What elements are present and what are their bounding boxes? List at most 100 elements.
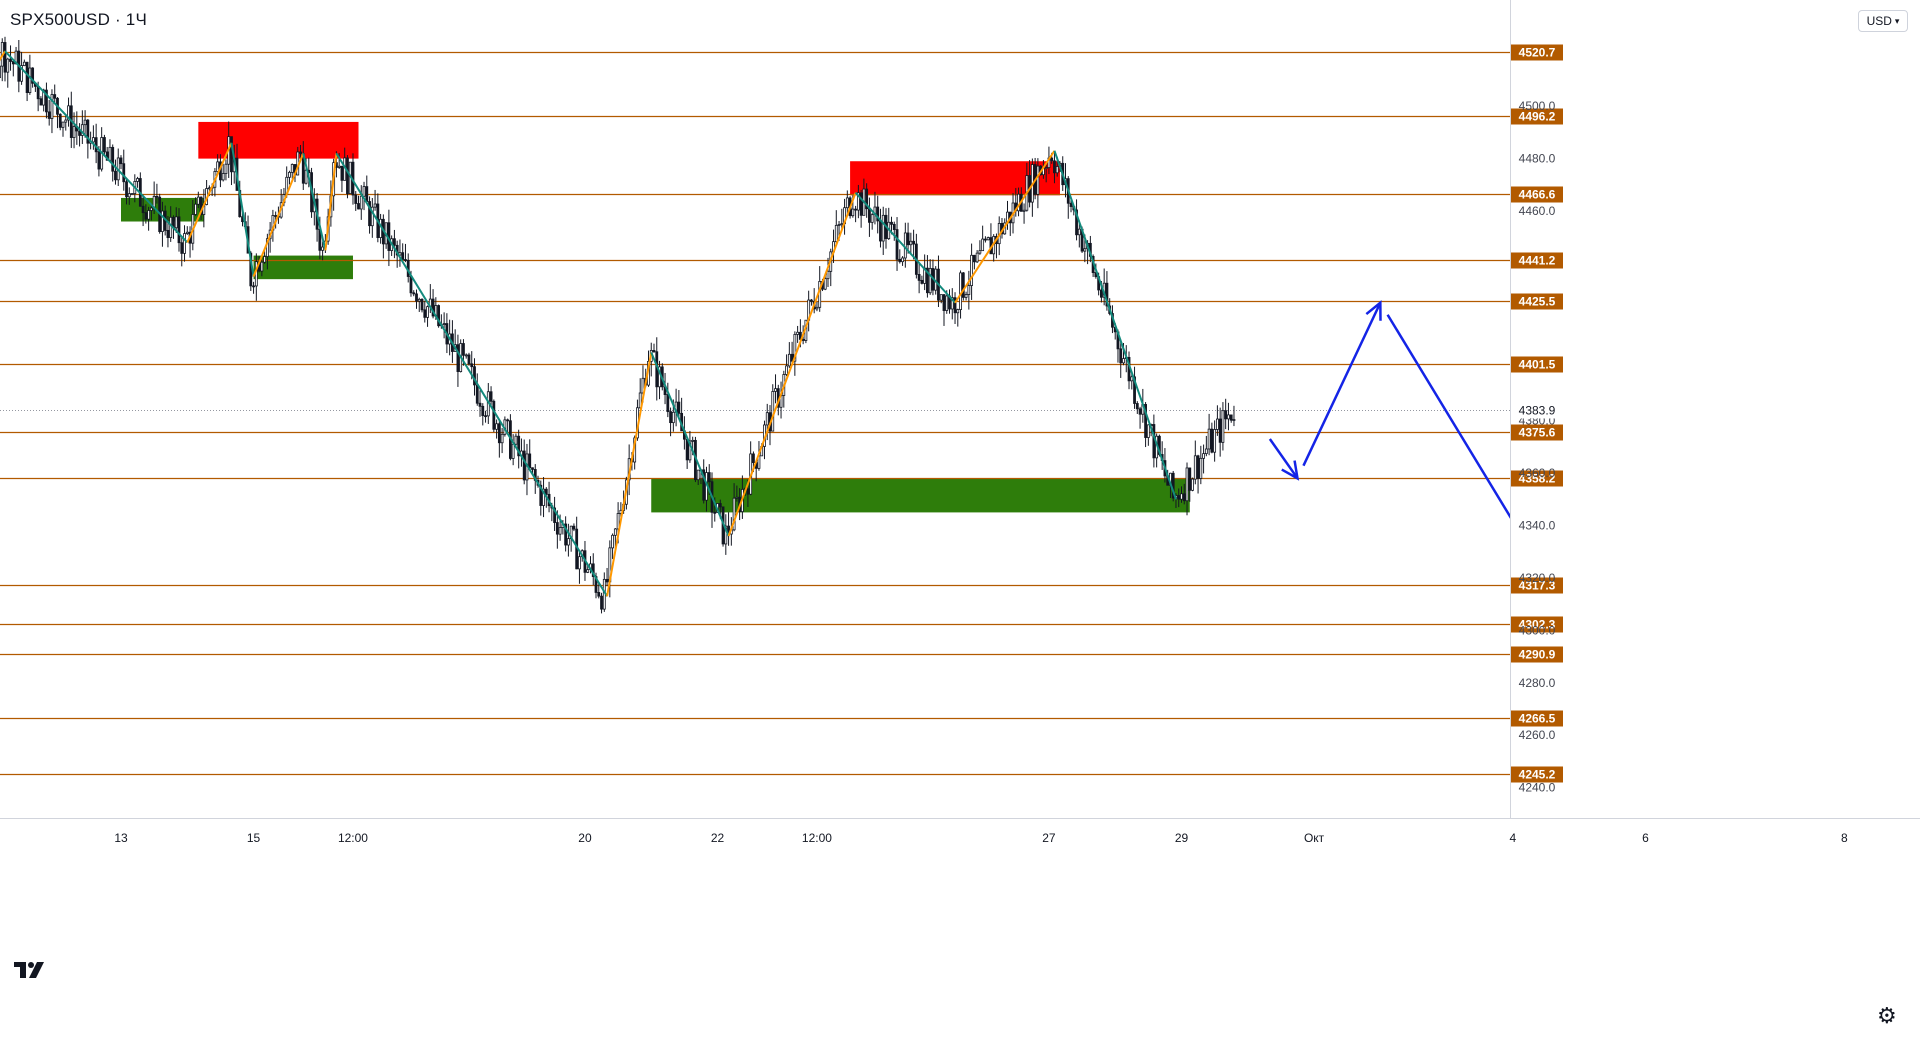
time-axis[interactable]: 13 15 12:00 20 22 12:00 27 29 Окт 4 6 8 xyxy=(0,818,1920,846)
candle-body xyxy=(605,578,609,583)
level-price-label: 4317.3 xyxy=(1519,579,1556,593)
candle-body xyxy=(1036,165,1040,195)
y-tick-label: 4460.0 xyxy=(1519,204,1556,218)
candle-body xyxy=(823,278,827,290)
candle-body xyxy=(713,511,717,514)
tradingview-logo-icon[interactable] xyxy=(12,958,48,988)
candle-body xyxy=(290,164,294,173)
candle-body xyxy=(970,254,974,286)
candle-body xyxy=(961,272,965,298)
candle-body xyxy=(892,223,896,230)
level-price-label: 4245.2 xyxy=(1519,768,1556,782)
candle-body xyxy=(967,285,971,295)
candle-body xyxy=(837,224,841,226)
level-price-tag xyxy=(1511,766,1563,783)
candle-body xyxy=(368,201,371,227)
candle-body xyxy=(161,210,164,232)
candle-body xyxy=(950,297,954,310)
candle-body xyxy=(671,411,675,424)
y-tick-label: 4260.0 xyxy=(1519,728,1556,742)
candle-body xyxy=(1146,424,1150,438)
candle-body xyxy=(1202,453,1205,459)
candle-body xyxy=(149,207,153,211)
candle-body xyxy=(45,89,48,113)
candle-body xyxy=(78,130,81,136)
candle-body xyxy=(810,299,813,302)
currency-dropdown[interactable]: USD ▾ xyxy=(1858,10,1908,32)
candle-body xyxy=(1191,478,1194,491)
candle-body xyxy=(765,412,769,426)
level-price-label: 4266.5 xyxy=(1519,712,1556,726)
candle-body xyxy=(417,298,421,302)
candle-body xyxy=(58,113,62,128)
level-price-tag xyxy=(1511,470,1563,487)
candle-body xyxy=(528,453,532,469)
candle-body xyxy=(1075,209,1078,236)
candle-body xyxy=(415,293,418,302)
candle-body xyxy=(462,343,465,356)
candle-body xyxy=(481,405,485,417)
candle-body xyxy=(1044,167,1048,169)
candle-body xyxy=(393,238,396,246)
candle-body xyxy=(1055,166,1059,174)
candle-body xyxy=(879,220,882,242)
x-tick-label: 20 xyxy=(578,831,592,845)
candle-body xyxy=(972,254,976,263)
candle-body xyxy=(558,527,562,535)
level-price-label: 4496.2 xyxy=(1519,110,1556,124)
candle-body xyxy=(125,181,128,198)
candle-body xyxy=(870,214,874,223)
candle-body xyxy=(299,151,302,154)
candle-body xyxy=(83,119,87,126)
candle-body xyxy=(28,67,32,93)
candle-body xyxy=(61,121,65,128)
candle-body xyxy=(975,252,979,263)
candle-body xyxy=(431,298,435,317)
candle-body xyxy=(1130,376,1134,382)
candle-body xyxy=(1185,467,1189,502)
zigzag-down-leg xyxy=(302,153,327,251)
candle-body xyxy=(859,192,863,216)
x-tick-label: 12:00 xyxy=(338,831,368,845)
level-price-label: 4401.5 xyxy=(1519,358,1556,372)
candle-body xyxy=(981,238,985,252)
candle-body xyxy=(357,203,360,210)
gear-icon[interactable]: ⚙ xyxy=(1877,1003,1897,1028)
candle-body xyxy=(9,58,12,62)
candle-body xyxy=(196,196,200,205)
candle-body xyxy=(130,193,134,196)
y-tick-label: 4280.0 xyxy=(1519,676,1556,690)
candle-body xyxy=(677,401,681,414)
candle-body xyxy=(199,196,203,215)
candle-body xyxy=(986,237,990,241)
zigzag-up-leg xyxy=(186,142,233,243)
x-tick-label: 27 xyxy=(1042,831,1056,845)
candle-body xyxy=(688,440,692,461)
candle-body xyxy=(39,98,43,106)
candle-body xyxy=(136,178,139,182)
level-price-tag xyxy=(1511,293,1563,310)
candle-body xyxy=(111,146,115,172)
projection-leg xyxy=(1268,438,1299,480)
candle-body xyxy=(978,250,982,254)
x-tick-label: 13 xyxy=(114,831,128,845)
candle-body xyxy=(953,297,957,314)
candle-body xyxy=(359,195,363,210)
candle-body xyxy=(166,229,170,238)
currency-label: USD xyxy=(1866,14,1892,28)
candle-body xyxy=(119,157,123,165)
candle-body xyxy=(1229,414,1233,421)
price-axis[interactable]: 4520.7 4496.2 4466.6 4441.2 4425.5 4401.5 4375… xyxy=(1510,0,1920,1040)
candle-body xyxy=(572,525,576,530)
candle-body xyxy=(155,195,159,198)
candle-body xyxy=(97,151,101,170)
candle-body xyxy=(1138,408,1142,415)
candle-body xyxy=(127,193,131,198)
candle-body xyxy=(746,488,750,495)
supply-zone xyxy=(850,161,1060,196)
candle-body xyxy=(72,126,76,138)
candle-body xyxy=(1180,493,1183,500)
candle-body xyxy=(898,258,902,263)
candle-body xyxy=(354,194,358,204)
